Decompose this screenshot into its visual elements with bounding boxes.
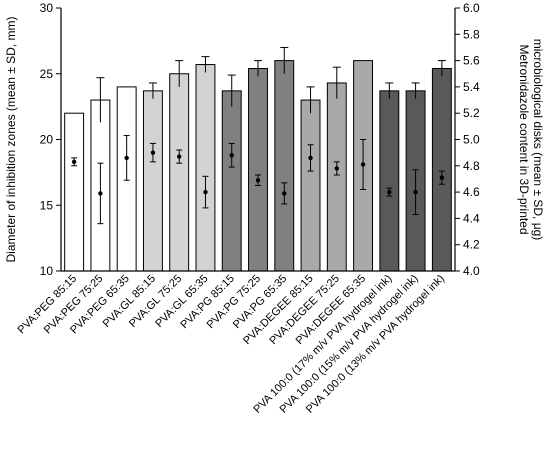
point-14 <box>413 189 418 195</box>
point-4 <box>150 150 156 155</box>
point-7 <box>229 153 234 158</box>
y-tick-label-right-10: 5.8 <box>463 27 480 41</box>
y-axis-title-right-line-2: microbiological disks (mean ± SD, μg) <box>531 39 545 241</box>
y-tick-label-right-6: 5.0 <box>463 133 480 147</box>
bar-4 <box>142 90 163 272</box>
y-tick-label-right-9: 5.6 <box>463 54 480 68</box>
point-15 <box>439 175 445 180</box>
bar-10 <box>300 99 321 272</box>
bar-13 <box>379 90 400 272</box>
bar-15 <box>431 67 452 272</box>
y-tick-label-right-1: 4.0 <box>463 264 480 278</box>
bar-8 <box>248 67 268 272</box>
bar-6 <box>195 64 216 272</box>
bar-11 <box>326 82 347 272</box>
y-axis-title-right-line-1: Metronidazole content in 3D-printed <box>517 44 531 234</box>
point-2 <box>98 191 103 196</box>
y-tick-label-right-7: 5.2 <box>463 106 480 120</box>
point-9 <box>282 191 287 196</box>
y-axis-title-left: Diameter of inhibition zones (mean ± SD,… <box>4 16 18 262</box>
y-tick-label-right-8: 5.4 <box>463 80 480 94</box>
bars-layer <box>64 60 452 272</box>
y-tick-label-right-2: 4.2 <box>463 238 480 252</box>
y-tick-label-right-4: 4.6 <box>463 185 480 199</box>
bar-1 <box>64 112 85 272</box>
y-tick-label-right-5: 4.8 <box>463 159 480 173</box>
y-tick-label-left-1: 10 <box>40 264 54 278</box>
bar-9 <box>274 60 295 272</box>
point-12 <box>360 162 366 167</box>
y-tick-label-left-4: 25 <box>40 67 54 81</box>
axes-layer <box>56 7 460 272</box>
point-1 <box>71 159 77 165</box>
bar-7 <box>221 90 242 272</box>
y-tick-label-right-11: 6.0 <box>463 1 480 15</box>
point-6 <box>203 189 208 195</box>
points-layer <box>71 150 445 196</box>
point-13 <box>387 189 392 195</box>
y-tick-label-right-3: 4.4 <box>463 211 480 225</box>
y-tick-label-left-5: 30 <box>40 1 54 15</box>
bar-5 <box>169 73 190 272</box>
point-8 <box>255 178 261 183</box>
y-tick-label-left-2: 15 <box>40 198 54 212</box>
point-11 <box>334 166 339 171</box>
point-10 <box>308 155 313 161</box>
y-tick-label-left-3: 20 <box>40 133 54 147</box>
point-3 <box>124 155 129 161</box>
point-5 <box>177 154 182 159</box>
